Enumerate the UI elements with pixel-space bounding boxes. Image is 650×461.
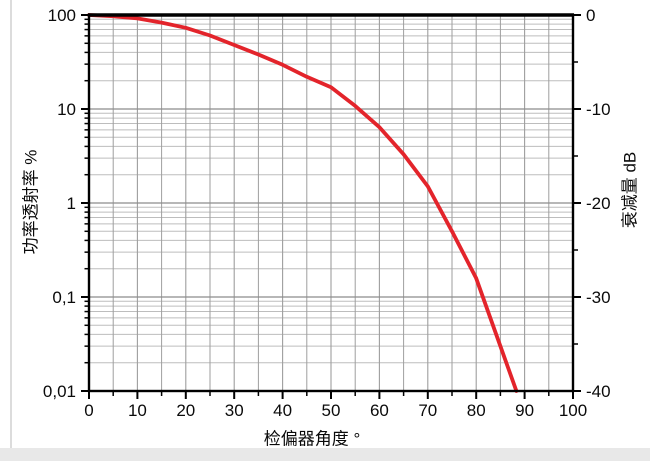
y-right-tick-label: 0 — [586, 6, 595, 25]
x-tick-label: 80 — [467, 401, 486, 420]
tick-labels: 100 10 1 0,1 0,01 0 -10 -20 -30 -40 0 10 20 30 40 50 60 7… — [43, 6, 611, 420]
x-tick-label: 70 — [418, 401, 437, 420]
y-left-tick-label: 0,1 — [52, 288, 76, 307]
y-right-tick-label: -20 — [586, 194, 611, 213]
y-left-tick-label: 100 — [48, 6, 76, 25]
series-power-transmission-vs-analyzer-angle — [87, 13, 519, 393]
x-tick-label: 0 — [84, 401, 93, 420]
y-right-tick-label: -10 — [586, 100, 611, 119]
x-tick-label: 100 — [559, 401, 587, 420]
x-tick-label: 20 — [176, 401, 195, 420]
y-left-tick-label: 1 — [67, 194, 76, 213]
transmission-curve — [87, 13, 519, 393]
y-left-axis-title: 功率透射率 % — [21, 149, 41, 255]
x-tick-label: 10 — [128, 401, 147, 420]
x-tick-label: 40 — [273, 401, 292, 420]
x-tick-label: 50 — [322, 401, 341, 420]
y-left-tick-label: 10 — [57, 100, 76, 119]
x-axis-title: 检偏器角度 ° — [263, 429, 361, 449]
y-left-tick-label: 0,01 — [43, 382, 76, 401]
x-tick-label: 30 — [225, 401, 244, 420]
gridlines-major — [89, 15, 573, 391]
x-tick-label: 60 — [370, 401, 389, 420]
y-right-axis-title: 衰减量 dB — [620, 151, 640, 229]
screenshot-edge-line — [10, 0, 12, 448]
y-right-tick-label: -30 — [586, 288, 611, 307]
axis-ticks — [81, 14, 581, 399]
y-right-tick-label: -40 — [586, 382, 611, 401]
screenshot-edge-strip — [0, 448, 650, 461]
x-tick-label: 90 — [515, 401, 534, 420]
